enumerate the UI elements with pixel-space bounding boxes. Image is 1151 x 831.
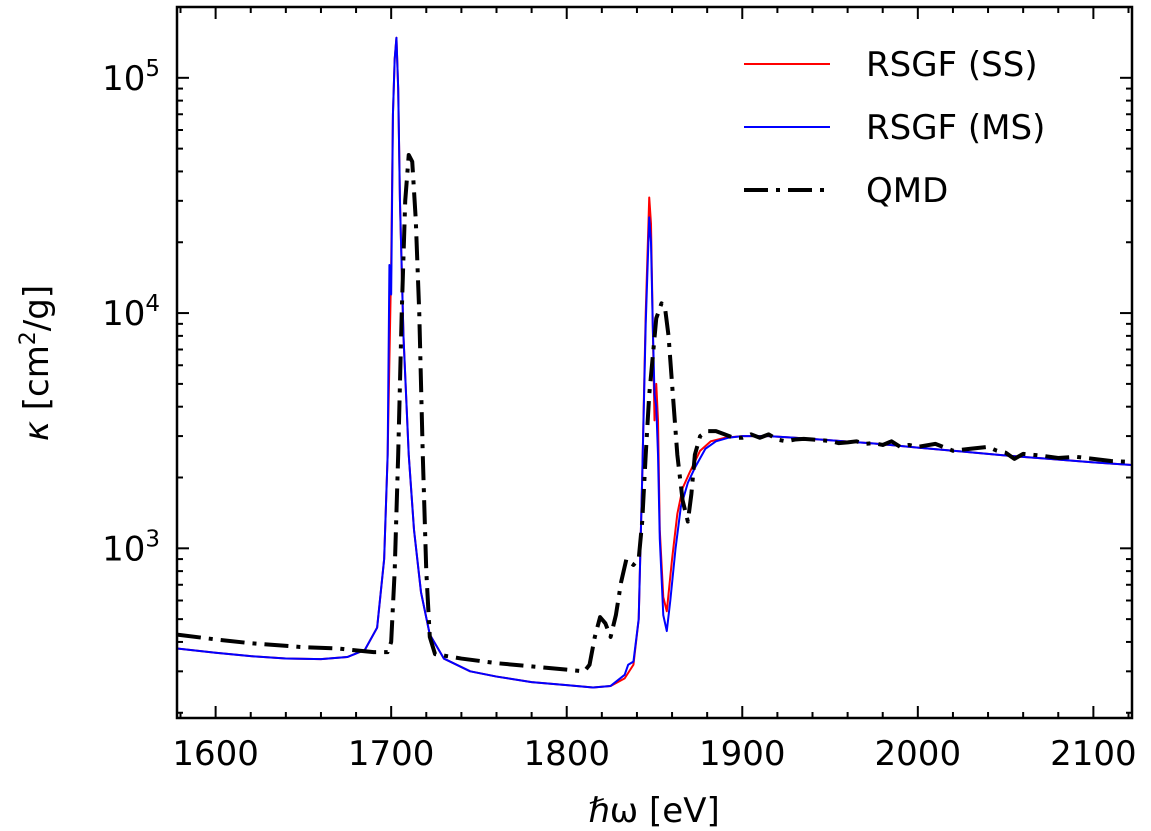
y-axis-label-gap: [17, 410, 57, 421]
legend-label: RSGF (MS): [866, 108, 1045, 148]
legend: RSGF (SS) RSGF (MS) QMD: [744, 45, 1045, 211]
y-axis-label-symbol: κ: [17, 421, 57, 441]
y-tick-label: 105: [102, 56, 160, 99]
x-tick-label: 2100: [1050, 734, 1137, 774]
x-tick-label: 1800: [523, 734, 610, 774]
x-tick-label: 1600: [172, 734, 259, 774]
y-tick-label: 103: [102, 526, 160, 569]
y-tick-label: 104: [102, 291, 160, 334]
x-tick-label: 1700: [348, 734, 435, 774]
series-line-qmd: [177, 152, 1132, 674]
y-axis-label-unit-sup: 2: [16, 331, 41, 345]
x-tick-label: 1900: [699, 734, 786, 774]
legend-label: QMD: [866, 171, 948, 211]
y-axis-label: κ [cm2/g]: [16, 285, 57, 441]
plot-frame: [175, 5, 1134, 720]
x-tick-label: 2000: [875, 734, 962, 774]
series-line-rsgf-ms: [177, 36, 1132, 689]
tick-labels: 1600 1700 1800 1900 2000 2100 103 104 105: [102, 56, 1137, 774]
y-axis-label-unit-rest: /g]: [17, 285, 57, 331]
y-axis-label-unit-base: [cm: [17, 345, 57, 410]
x-axis-label: ℏω [eV]: [588, 791, 720, 831]
series-lines: [177, 36, 1132, 689]
legend-label: RSGF (SS): [866, 45, 1038, 85]
